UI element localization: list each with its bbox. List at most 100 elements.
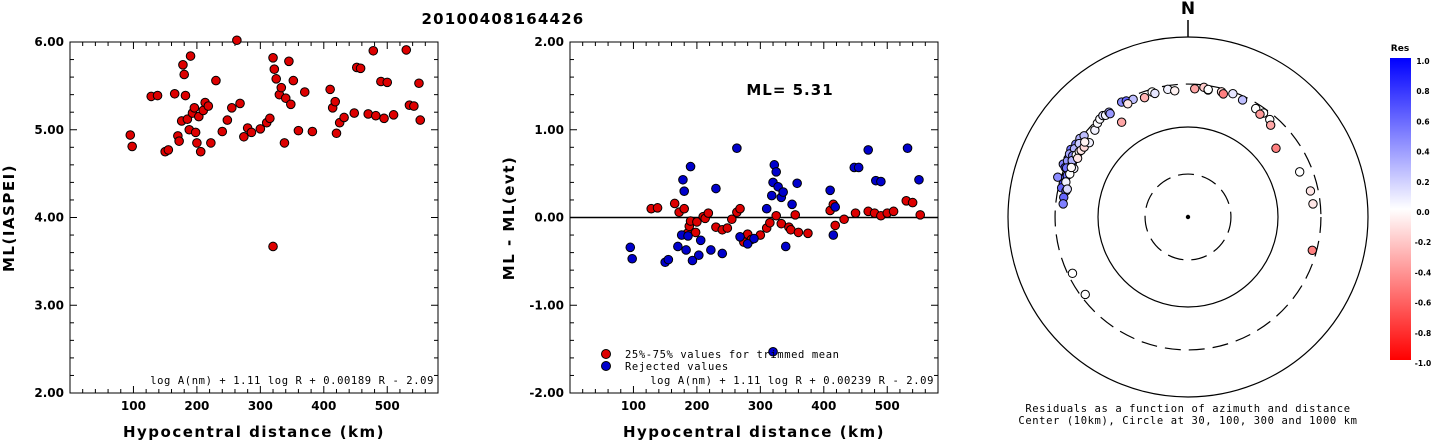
data-point-red	[703, 208, 714, 218]
data-point	[265, 113, 275, 124]
station-point	[1170, 86, 1180, 96]
data-point-blue	[694, 250, 704, 261]
data-point	[279, 138, 290, 148]
data-point-red	[690, 227, 701, 238]
x-tick-label: 300	[248, 399, 273, 413]
y-tick-label: 2.00	[534, 35, 564, 49]
data-point	[190, 127, 201, 138]
range-circle-100km	[1097, 126, 1279, 308]
data-point	[284, 56, 294, 67]
data-point-blue	[735, 232, 745, 242]
data-point-blue	[780, 241, 791, 252]
y-tick-label: 0.00	[534, 211, 564, 225]
data-point	[330, 96, 341, 107]
data-point-blue	[742, 239, 753, 249]
station-point	[1105, 108, 1115, 119]
data-point	[401, 45, 412, 55]
legend-marker-rejected	[601, 361, 611, 371]
data-point-blue	[687, 255, 698, 266]
data-point-blue	[681, 245, 691, 255]
data-point	[178, 60, 188, 70]
data-point-red	[735, 203, 745, 214]
x-tick-label: 500	[375, 399, 400, 413]
station-point	[1265, 120, 1276, 130]
data-point-blue	[766, 190, 777, 201]
north-label: N	[1181, 0, 1195, 19]
data-point-red	[722, 223, 733, 233]
panel-azimuth-residuals: N Residuals as a function of azimuth and…	[1007, 0, 1369, 427]
data-point	[235, 98, 245, 109]
data-point	[379, 113, 389, 124]
data-point	[211, 75, 221, 86]
data-point-red	[726, 214, 737, 225]
station-point	[1066, 162, 1077, 173]
data-point	[268, 241, 278, 252]
data-point	[414, 78, 424, 89]
data-point	[189, 103, 200, 113]
legend-marker-trimmed	[601, 349, 611, 359]
data-point-blue	[778, 187, 788, 197]
data-point-red	[915, 210, 926, 220]
station-point	[1150, 88, 1160, 99]
chart-title: 20100408164426	[422, 10, 585, 28]
data-point	[368, 45, 379, 56]
data-points	[625, 143, 926, 357]
data-point-red	[830, 220, 841, 231]
station-point	[1228, 89, 1238, 99]
x-tick-label: 200	[184, 399, 209, 413]
station-point	[1067, 268, 1078, 279]
scale-tick-label: 1.0	[1416, 57, 1429, 66]
data-point	[299, 87, 310, 97]
scale-tick-labels: 1.0 0.8 0.6 0.4 0.2 0.0 -0.2 -0.4 -0.6 -0.8 -1.0	[1415, 57, 1431, 368]
data-point	[371, 110, 381, 121]
data-point	[217, 126, 228, 137]
data-point	[388, 110, 399, 120]
y-tick-label: -1.00	[529, 298, 564, 312]
data-point-red	[669, 198, 680, 209]
data-point	[239, 131, 249, 142]
y-tick-label: 4.00	[34, 211, 64, 225]
y-axis-label: ML - ML(evt)	[500, 156, 518, 280]
data-point	[286, 99, 296, 110]
data-point	[246, 127, 257, 138]
scale-bar	[1390, 58, 1411, 360]
station-points	[1053, 82, 1318, 300]
data-point-blue	[706, 245, 716, 255]
scale-tick-label: 0.8	[1416, 87, 1429, 96]
data-point	[339, 112, 349, 123]
data-point-blue	[683, 231, 693, 241]
data-point-red	[850, 208, 861, 218]
data-point	[222, 115, 233, 125]
formula-label: log A(nm) + 1.11 log R + 0.00239 R - 2.0…	[650, 375, 934, 387]
data-point	[382, 77, 393, 88]
data-point-blue	[695, 235, 706, 246]
scale-title: Res	[1391, 44, 1409, 54]
data-point	[269, 64, 280, 75]
data-point	[206, 138, 216, 148]
data-point	[192, 138, 202, 148]
data-point	[355, 63, 366, 74]
station-point	[1116, 117, 1127, 127]
station-point	[1218, 89, 1229, 99]
data-point-blue	[678, 174, 688, 185]
data-point-blue	[792, 178, 802, 189]
scale-tick-label: 0.0	[1416, 208, 1429, 217]
station-point	[1294, 167, 1305, 177]
data-point	[203, 101, 214, 111]
station-point	[1271, 143, 1281, 153]
caption-line-1: Residuals as a function of azimuth and d…	[1025, 403, 1350, 415]
data-point	[127, 141, 137, 152]
data-point-red	[652, 203, 663, 213]
legend-label-rejected: Rejected values	[625, 361, 729, 373]
data-point	[268, 52, 278, 63]
range-circle-30km	[1144, 173, 1232, 261]
legend: 25%-75% values for trimmed mean Rejected…	[601, 349, 839, 373]
y-tick-label: -2.00	[529, 386, 564, 400]
data-points	[125, 35, 426, 252]
panel-residual-vs-distance: 100 200 300 400 500 -2.00 -1.00 0.00 1.00 2.00 ML…	[500, 35, 939, 441]
scale-tick-label: 0.6	[1416, 117, 1429, 126]
data-point-blue	[830, 202, 841, 212]
station-point	[1307, 245, 1317, 256]
ml-annotation: ML= 5.31	[746, 81, 833, 99]
data-point-blue	[825, 185, 835, 196]
